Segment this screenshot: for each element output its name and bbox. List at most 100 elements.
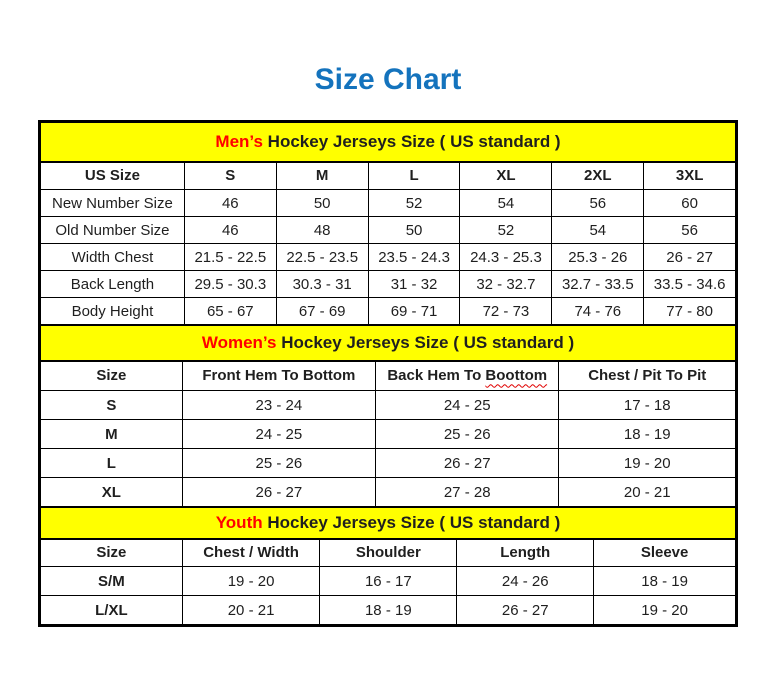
mens-heading-row: Men’s Hockey Jerseys Size ( US standard … [40,122,736,163]
column-header: Size [40,360,183,391]
section-heading-text: Hockey Jerseys Size ( US standard ) [262,131,561,151]
table-row: Back Length 29.5 - 30.3 30.3 - 31 31 - 32 32… [40,270,736,298]
value-cell: 32 - 32.7 [459,270,553,298]
value-cell: 21.5 - 22.5 [183,243,277,271]
value-cell: 31 - 32 [367,270,461,298]
value-cell: 18 - 19 [558,419,736,449]
value-cell: 69 - 71 [367,297,461,325]
value-cell: 24 - 26 [456,566,595,596]
value-cell: 54 [551,216,645,244]
size-chart-page: Size Chart Men’s Hockey Jerseys Size ( U… [38,63,738,627]
table-row: XL 26 - 27 27 - 28 20 - 21 [40,477,736,507]
youth-heading-row: Youth Hockey Jerseys Size ( US standard … [40,507,736,540]
table-row: S 23 - 24 24 - 25 17 - 18 [40,390,736,420]
value-cell: 54 [459,189,553,217]
womens-column-header-row: Size Front Hem To Bottom Back Hem To Boott… [40,360,736,391]
row-label-cell: S/M [40,566,183,596]
column-header: M [275,161,369,190]
column-header: S [183,161,277,190]
column-header: Shoulder [319,538,458,567]
value-cell: 74 - 76 [551,297,645,325]
row-label-cell: Width Chest [40,243,185,271]
value-cell: 18 - 19 [319,595,458,625]
value-cell: 19 - 20 [558,448,736,478]
row-label-cell: M [40,419,183,449]
value-cell: 72 - 73 [459,297,553,325]
size-chart-tables: Men’s Hockey Jerseys Size ( US standard … [38,120,738,627]
value-cell: 33.5 - 34.6 [643,270,736,298]
value-cell: 32.7 - 33.5 [551,270,645,298]
value-cell: 67 - 69 [275,297,369,325]
value-cell: 26 - 27 [456,595,595,625]
column-header: Length [456,538,595,567]
mens-section-heading: Men’s Hockey Jerseys Size ( US standard … [40,122,736,163]
table-row: S/M 19 - 20 16 - 17 24 - 26 18 - 19 [40,566,736,596]
youth-size-table: Youth Hockey Jerseys Size ( US standard … [40,507,736,625]
value-cell: 24.3 - 25.3 [459,243,553,271]
column-header: Size [40,538,183,567]
value-cell: 48 [275,216,369,244]
table-row: L/XL 20 - 21 18 - 19 26 - 27 19 - 20 [40,595,736,625]
row-label-cell: XL [40,477,183,507]
section-heading-highlight: Men’s [215,131,263,151]
value-cell: 23 - 24 [181,390,376,420]
column-header: 2XL [551,161,645,190]
section-heading-text: Hockey Jerseys Size ( US standard ) [262,512,561,532]
row-label-cell: Back Length [40,270,185,298]
column-header: Back Hem To Boottom [374,360,560,391]
row-label-cell: Body Height [40,297,185,325]
mens-column-header-row: US Size S M L XL 2XL 3XL [40,161,736,190]
table-row: Width Chest 21.5 - 22.5 22.5 - 23.5 23.5 - … [40,243,736,271]
row-label-cell: New Number Size [40,189,185,217]
table-row: New Number Size 46 50 52 54 56 60 [40,189,736,217]
page-title: Size Chart [314,63,462,96]
column-header: US Size [40,161,185,190]
value-cell: 24 - 25 [181,419,376,449]
youth-column-header-row: Size Chest / Width Shoulder Length Sleeve [40,538,736,567]
value-cell: 50 [275,189,369,217]
value-cell: 77 - 80 [643,297,736,325]
table-row: M 24 - 25 25 - 26 18 - 19 [40,419,736,449]
section-heading-highlight: Youth [215,512,263,532]
value-cell: 25.3 - 26 [551,243,645,271]
value-cell: 50 [367,216,461,244]
value-cell: 19 - 20 [593,595,736,625]
column-header: Front Hem To Bottom [181,360,376,391]
value-cell: 52 [459,216,553,244]
column-header: Sleeve [593,538,736,567]
value-cell: 18 - 19 [593,566,736,596]
value-cell: 46 [183,216,277,244]
section-heading-text: Hockey Jerseys Size ( US standard ) [276,332,575,352]
value-cell: 25 - 26 [181,448,376,478]
value-cell: 65 - 67 [183,297,277,325]
youth-section-heading: Youth Hockey Jerseys Size ( US standard … [40,507,736,540]
value-cell: 26 - 27 [643,243,736,271]
value-cell: 60 [643,189,736,217]
value-cell: 25 - 26 [374,419,560,449]
value-cell: 17 - 18 [558,390,736,420]
value-cell: 22.5 - 23.5 [275,243,369,271]
mens-size-table: Men’s Hockey Jerseys Size ( US standard … [40,122,736,325]
column-header: L [367,161,461,190]
table-row: Old Number Size 46 48 50 52 54 56 [40,216,736,244]
womens-heading-row: Women’s Hockey Jerseys Size ( US standar… [40,325,736,362]
value-cell: 20 - 21 [181,595,321,625]
value-cell: 52 [367,189,461,217]
value-cell: 16 - 17 [319,566,458,596]
table-row: L 25 - 26 26 - 27 19 - 20 [40,448,736,478]
value-cell: 24 - 25 [374,390,560,420]
row-label-cell: L/XL [40,595,183,625]
row-label-cell: L [40,448,183,478]
value-cell: 23.5 - 24.3 [367,243,461,271]
section-heading-highlight: Women’s [201,332,277,352]
column-header: Chest / Width [181,538,321,567]
value-cell: 26 - 27 [374,448,560,478]
value-cell: 26 - 27 [181,477,376,507]
value-cell: 30.3 - 31 [275,270,369,298]
column-header: Chest / Pit To Pit [558,360,736,391]
value-cell: 20 - 21 [558,477,736,507]
column-header: 3XL [643,161,736,190]
column-header: XL [459,161,553,190]
value-cell: 19 - 20 [181,566,321,596]
row-label-cell: Old Number Size [40,216,185,244]
